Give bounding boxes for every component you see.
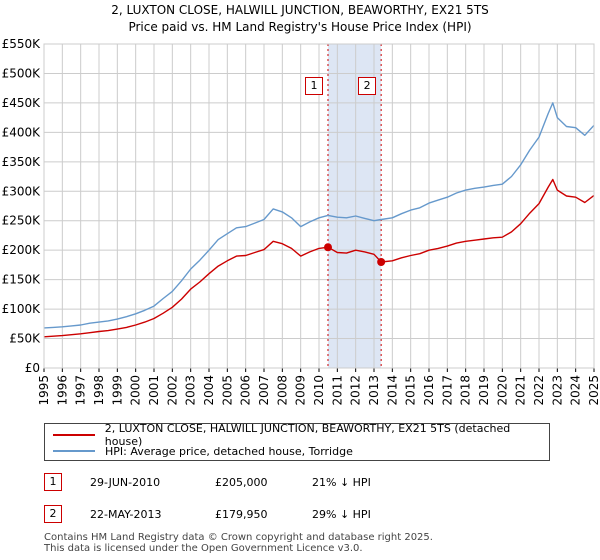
sale-point-2 xyxy=(377,257,386,266)
y-tick-label: £300K xyxy=(2,184,42,198)
legend-swatch-blue xyxy=(53,450,95,452)
x-tick-label: 2025 xyxy=(587,375,600,406)
x-tick-label: 2006 xyxy=(239,375,253,406)
x-tick-label: 1998 xyxy=(92,375,106,406)
y-tick-label: £400K xyxy=(2,125,42,139)
hpi-series-line xyxy=(43,102,595,329)
chart-title-line1: 2, LUXTON CLOSE, HALWILL JUNCTION, BEAWO… xyxy=(111,3,489,17)
x-tick-label: 1997 xyxy=(74,375,88,406)
y-tick-label: £150K xyxy=(2,273,42,287)
x-tick-label: 2018 xyxy=(459,375,473,406)
x-tick-label: 2020 xyxy=(495,375,509,406)
transaction-1-price: £205,000 xyxy=(215,476,268,489)
x-tick-label: 2024 xyxy=(569,375,583,406)
transaction-1-date: 29-JUN-2010 xyxy=(90,476,161,489)
x-tick-label: 2003 xyxy=(184,375,198,406)
transaction-1-badge: 1 xyxy=(44,473,62,491)
x-tick-label: 2015 xyxy=(404,375,418,406)
sale-point-1 xyxy=(323,243,332,252)
x-tick-label: 2008 xyxy=(275,375,289,406)
y-tick-label: £250K xyxy=(2,214,42,228)
y-tick-label: £350K xyxy=(2,155,42,169)
chart-marker-2-label: 2 xyxy=(358,77,377,95)
x-tick-label: 1996 xyxy=(55,375,69,406)
transaction-1-hpi-diff: 21% ↓ HPI xyxy=(312,476,371,489)
x-tick-label: 2012 xyxy=(349,375,363,406)
x-tick-label: 2004 xyxy=(202,375,216,406)
transaction-2-date: 22-MAY-2013 xyxy=(90,508,162,521)
x-tick-label: 2005 xyxy=(220,375,234,406)
x-tick-label: 1995 xyxy=(37,375,51,406)
x-tick-label: 2007 xyxy=(257,375,271,406)
x-tick-label: 2023 xyxy=(550,375,564,406)
y-tick-label: £0 xyxy=(25,361,40,375)
x-tick-label: 2021 xyxy=(514,375,528,406)
legend-label-hpi: HPI: Average price, detached house, Torr… xyxy=(105,444,353,458)
chart-marker-1-label: 1 xyxy=(304,77,323,95)
x-tick-label: 2000 xyxy=(129,375,143,406)
plot-frame xyxy=(43,43,595,369)
x-tick-label: 2009 xyxy=(294,375,308,406)
x-tick-label: 2001 xyxy=(147,375,161,406)
legend-item-price-paid: 2, LUXTON CLOSE, HALWILL JUNCTION, BEAWO… xyxy=(53,422,549,448)
x-tick-label: 2010 xyxy=(312,375,326,406)
y-tick-label: £550K xyxy=(2,37,42,51)
x-tick-label: 2017 xyxy=(440,375,454,406)
transaction-2-price: £179,950 xyxy=(215,508,268,521)
x-tick-label: 2022 xyxy=(532,375,546,406)
chart-title-line2: Price paid vs. HM Land Registry's House … xyxy=(128,20,472,34)
legend-label-price-paid: 2, LUXTON CLOSE, HALWILL JUNCTION, BEAWO… xyxy=(104,422,511,448)
y-tick-label: £450K xyxy=(2,96,42,110)
legend: 2, LUXTON CLOSE, HALWILL JUNCTION, BEAWO… xyxy=(44,422,550,461)
y-tick-label: £500K xyxy=(2,66,42,80)
y-tick-label: £200K xyxy=(2,243,42,257)
x-tick-label: 1999 xyxy=(110,375,124,406)
legend-item-hpi: HPI: Average price, detached house, Torr… xyxy=(53,443,353,459)
price-paid-series-line xyxy=(43,178,595,338)
x-tick-label: 2011 xyxy=(330,375,344,406)
footer-line1: Contains HM Land Registry data © Crown c… xyxy=(44,532,433,543)
x-tick-label: 2016 xyxy=(422,375,436,406)
footer-line2: This data is licensed under the Open Gov… xyxy=(44,543,363,554)
x-tick-label: 2002 xyxy=(165,375,179,406)
x-tick-label: 2013 xyxy=(367,375,381,406)
legend-swatch-red xyxy=(53,434,95,436)
y-tick-label: £50K xyxy=(9,332,41,346)
x-tick-label: 2019 xyxy=(477,375,491,406)
transaction-2-hpi-diff: 29% ↓ HPI xyxy=(312,508,371,521)
footer: Contains HM Land Registry data © Crown c… xyxy=(44,532,433,554)
y-tick-label: £100K xyxy=(2,302,42,316)
x-tick-label: 2014 xyxy=(385,375,399,406)
price-chart: £0 £50K £100K £150K £200K £250K £300K £350K £400… xyxy=(2,37,600,406)
transaction-2-badge: 2 xyxy=(44,505,62,523)
